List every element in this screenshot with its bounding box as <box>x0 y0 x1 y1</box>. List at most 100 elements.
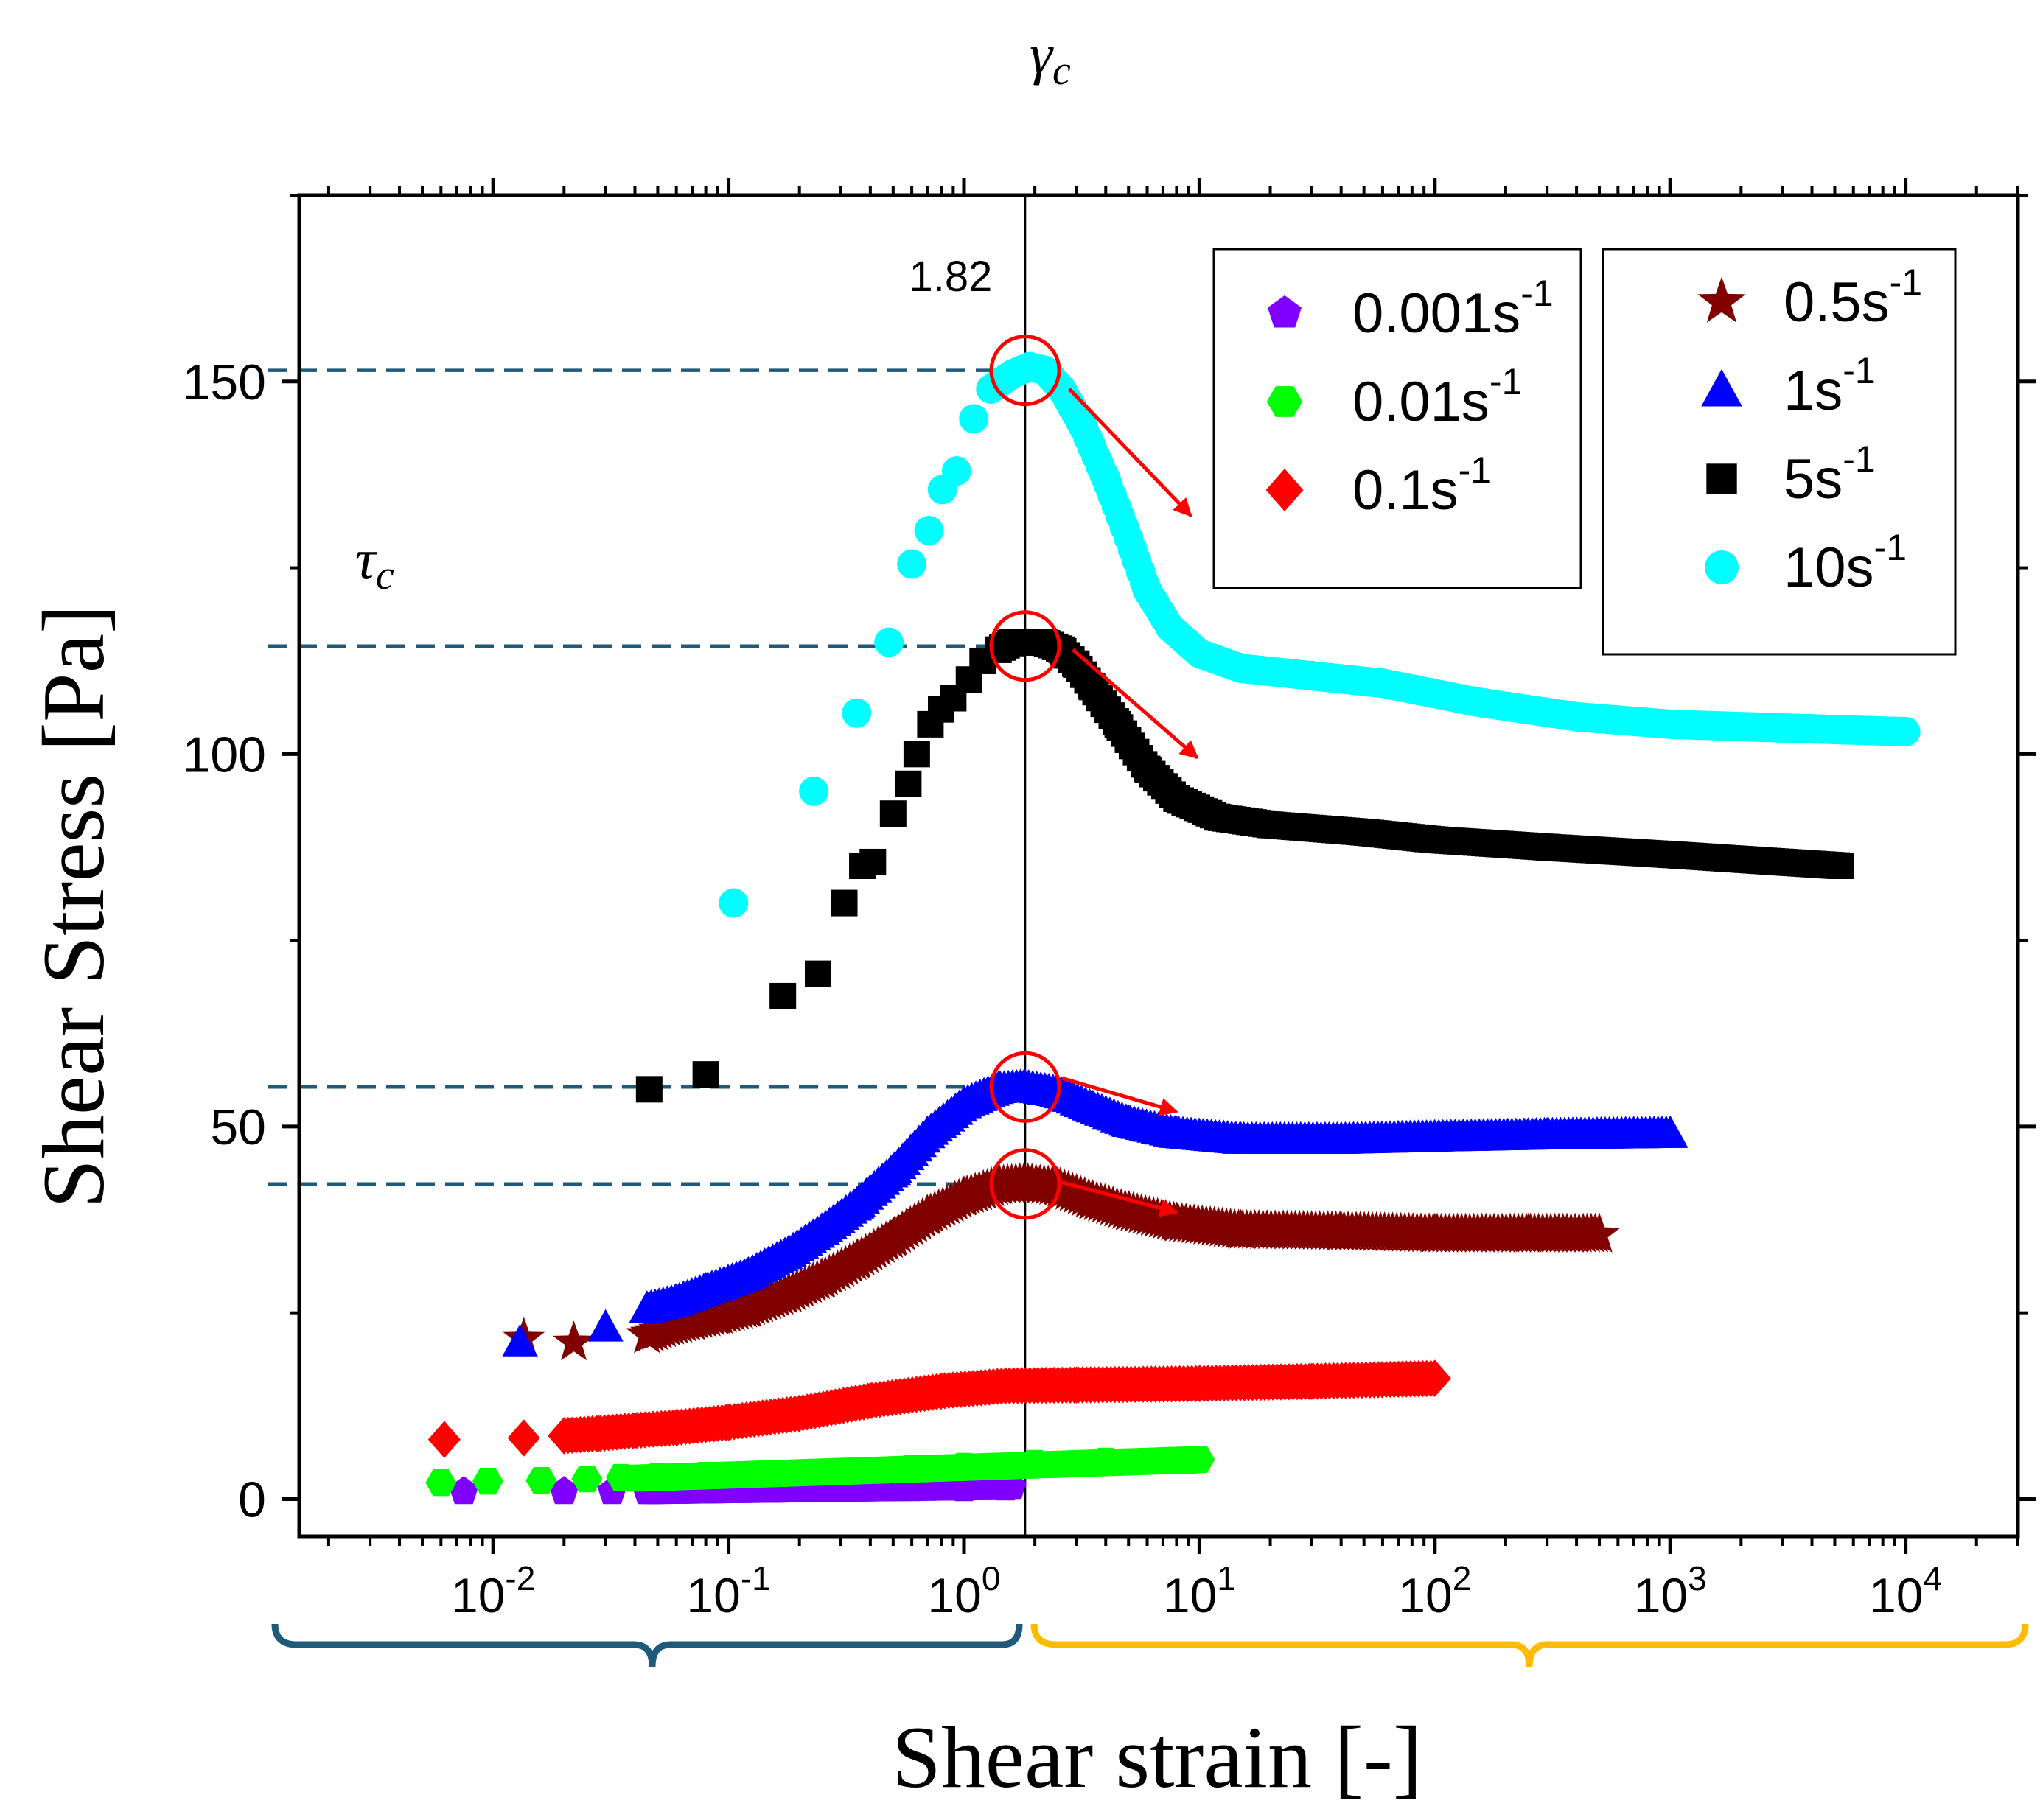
legend-symbol-s10 <box>1705 550 1739 584</box>
s1-point <box>909 1115 946 1148</box>
s10-point <box>874 627 904 657</box>
flow-range-brace <box>1030 1623 2029 1667</box>
s1-point <box>688 1272 724 1304</box>
s05-point <box>801 1257 844 1298</box>
s1-point <box>1111 1104 1147 1137</box>
s10-point <box>1114 523 1144 553</box>
x-tick-label: 104 <box>1869 1559 1942 1623</box>
s001-point <box>1090 1447 1122 1475</box>
s5-point <box>1827 853 1854 879</box>
s05-point <box>943 1175 985 1216</box>
y-tick-label: 150 <box>183 354 266 410</box>
s5-point <box>769 982 797 1009</box>
x-tick-label: 10-2 <box>451 1559 535 1623</box>
s10-point <box>1226 654 1256 684</box>
y-tick-label: 50 <box>210 1099 266 1155</box>
s0001-point <box>449 1476 479 1505</box>
s01-point <box>660 1409 693 1446</box>
s1-point <box>587 1309 624 1342</box>
series-s1 <box>502 1068 1688 1357</box>
legend-symbol-s5 <box>1706 463 1737 494</box>
s05-point <box>646 1306 689 1346</box>
s05-point <box>1220 1208 1263 1249</box>
annotations <box>989 335 1199 1220</box>
series-s05 <box>503 1161 1621 1361</box>
s001-point <box>605 1463 637 1491</box>
s05-point <box>1107 1190 1150 1231</box>
s05-point <box>872 1216 915 1256</box>
x-tick-label: 103 <box>1634 1559 1707 1623</box>
s001-point <box>642 1463 674 1491</box>
tau-c-symbol: τ <box>355 527 378 591</box>
s5-point <box>1657 841 1684 868</box>
s01-point <box>712 1404 745 1441</box>
s1-point <box>729 1256 766 1289</box>
x-tick-label: 100 <box>927 1559 1000 1623</box>
s10-point <box>941 456 971 486</box>
s01-point <box>548 1417 581 1455</box>
s1-point <box>1006 1068 1042 1101</box>
y-tick-label: 100 <box>183 727 266 783</box>
s5-point <box>859 848 887 875</box>
gamma-c-subscript: c <box>1052 48 1071 94</box>
s10-point <box>1091 463 1121 494</box>
s001-point <box>949 1452 979 1480</box>
s10-point <box>897 549 927 579</box>
s5-point <box>1421 826 1448 853</box>
s001-point <box>1173 1446 1204 1474</box>
s001-point <box>825 1457 856 1485</box>
s05-point <box>907 1194 949 1234</box>
s05-point <box>1156 1201 1198 1242</box>
s10-point <box>1030 355 1060 385</box>
series-s10 <box>719 351 1921 918</box>
s10-point <box>1461 687 1492 717</box>
s5-point <box>831 889 858 917</box>
s1-point <box>980 1071 1016 1103</box>
s1-point <box>502 1323 538 1357</box>
s1-point <box>1652 1115 1688 1148</box>
s05-point <box>1507 1212 1550 1253</box>
s5-point <box>1769 848 1796 875</box>
red-arrow <box>1061 1076 1178 1116</box>
s10-point <box>719 888 749 918</box>
legend-label-s1: 1s-1 <box>1784 350 1876 422</box>
s10-point <box>1155 612 1185 643</box>
s10-point <box>914 516 944 545</box>
s01-point <box>1183 1365 1216 1402</box>
red-arrow <box>1061 1180 1178 1217</box>
s5-point <box>879 800 907 827</box>
s001-point <box>754 1460 786 1488</box>
tau-c-label: τc <box>355 527 394 598</box>
s001-point <box>425 1469 457 1497</box>
s5-point <box>903 741 930 768</box>
s10-point <box>1184 638 1215 668</box>
s5-point <box>1063 651 1090 678</box>
s1-point <box>1159 1115 1195 1148</box>
s05-point <box>671 1299 713 1340</box>
s1-point <box>1417 1119 1453 1152</box>
x-axis-label: Shear strain [-] <box>892 1708 1422 1806</box>
tau-c-subscript: c <box>376 553 394 598</box>
s001-point <box>1019 1449 1051 1477</box>
s1-point <box>804 1212 840 1245</box>
series-s5 <box>635 629 1854 1103</box>
legend-label-s01: 0.1s-1 <box>1352 449 1491 522</box>
y-axis-label: Shear Stress [Pa] <box>24 604 122 1208</box>
s05-point <box>977 1163 1020 1204</box>
s01-point <box>783 1395 816 1432</box>
s01-point <box>507 1419 540 1457</box>
x-tick-label: 10-1 <box>686 1559 770 1623</box>
s10-point <box>1767 713 1798 743</box>
s01-point <box>427 1421 461 1458</box>
s1-point <box>1529 1116 1565 1149</box>
s01-point <box>925 1372 958 1410</box>
s05-point <box>726 1287 769 1327</box>
peak-circle <box>989 1051 1061 1123</box>
legends: 0.001s-1 0.01s-1 0.1s-1 0.5s-1 1s-1 5s-1 10s-1 <box>1212 248 1957 656</box>
s1-point <box>629 1290 665 1323</box>
s1-point <box>770 1234 807 1267</box>
s05-point <box>696 1294 739 1334</box>
peak-circle <box>989 610 1061 682</box>
legend-label-s001: 0.01s-1 <box>1352 361 1522 433</box>
s1-point <box>839 1186 875 1219</box>
